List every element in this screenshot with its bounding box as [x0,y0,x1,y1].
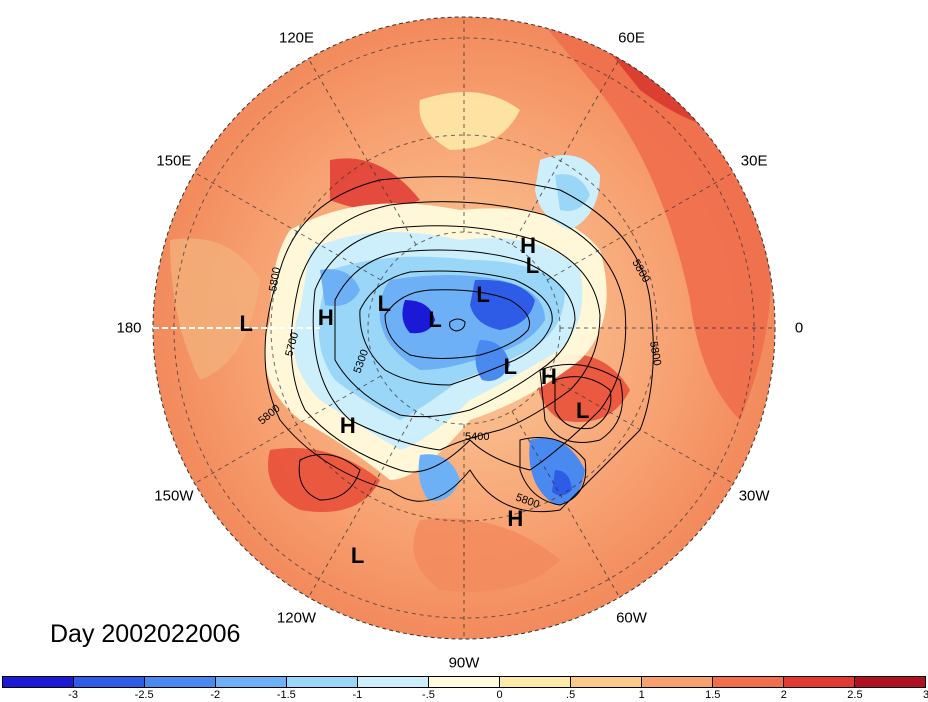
colorbar-segment [287,677,358,687]
colorbar-segment [713,677,784,687]
colorbar [2,676,926,688]
contour-label: 5400 [465,431,489,443]
low-pressure-label: L [525,253,540,279]
colorbar-segment [500,677,571,687]
colorbar-tick-label: 2.5 [847,689,863,701]
anomaly-field [153,17,775,639]
colorbar-tick-label: 1 [638,689,645,701]
colorbar-segment [642,677,713,687]
low-pressure-label: L [350,543,365,569]
contour-label: 5800 [647,340,663,366]
colorbar-segment [216,677,287,687]
longitude-label: 60W [616,609,647,627]
colorbar-tick-label: -3 [68,689,78,701]
page-title: Day 2002022006 [50,620,241,648]
colorbar-segment [571,677,642,687]
colorbar-segment [3,677,74,687]
meridian-line [308,58,417,246]
colorbar-segment [784,677,855,687]
colorbar-tick-label: .5 [566,689,576,701]
colorbar-tick-label: -2 [210,689,221,701]
meridian-lines [194,17,775,639]
meridian-line [194,172,382,281]
meridian-line [511,410,620,598]
longitude-label: 180 [116,319,142,337]
colorbar-tick-label: -.5 [422,689,435,701]
longitude-label: 30W [738,487,770,504]
meridian-line [194,375,382,484]
colorbar-tick-label: 3 [922,689,928,701]
colorbar-tick-label: 0 [496,689,503,701]
longitude-label: 30E [740,152,768,169]
longitude-label: 90W [448,654,480,672]
contour-label: 5800 [267,266,283,292]
colorbar-segment [358,677,429,687]
low-pressure-label: L [576,398,590,424]
high-pressure-label: H [507,506,524,532]
meridian-line [546,375,734,484]
colorbar-tick-label: -1.5 [276,689,296,701]
longitude-label: 0 [794,319,804,337]
longitude-label: 120E [278,29,315,47]
meridian-line [511,58,620,246]
low-pressure-label: L [377,290,392,316]
low-pressure-label: L [476,281,490,307]
high-pressure-label: H [520,233,537,258]
meridian-line [546,172,734,281]
longitude-label: 60E [618,29,645,47]
colorbar-tick-label: 1.5 [705,689,721,701]
high-pressure-label: H [317,305,334,331]
colorbar-tick-label: -1 [352,689,363,701]
colorbar-tick-label: 2 [780,689,787,701]
low-pressure-label: L [428,307,442,333]
low-pressure-label: L [239,311,253,337]
colorbar-tick-label: -2.5 [134,689,154,701]
colorbar-segment [429,677,500,687]
meridian-line [308,410,417,598]
longitude-label: 120W [276,609,317,627]
colorbar-segment [74,677,145,687]
longitude-label: 150W [154,487,194,504]
high-pressure-label: H [540,364,557,390]
colorbar-segment [145,677,216,687]
low-pressure-label: L [503,353,518,379]
high-pressure-label: H [339,412,356,438]
colorbar-segment [855,677,925,687]
longitude-label: 150E [156,152,192,169]
contour-labels: 5800 5700 5300 5400 5800 5800 5800 5800 [256,258,663,512]
longitude-label: 90E [451,0,478,2]
